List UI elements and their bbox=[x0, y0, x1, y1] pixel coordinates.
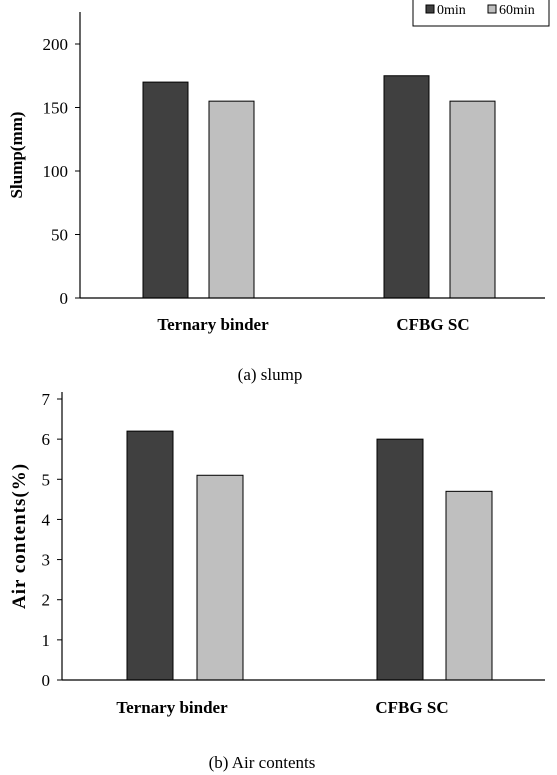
y-tick-label: 0 bbox=[60, 289, 69, 308]
y-axis-label: Slump(mm) bbox=[7, 112, 26, 199]
y-tick-label: 7 bbox=[42, 390, 51, 409]
chart-caption: (a) slump bbox=[238, 365, 303, 384]
bar-ternary-binder-s0 bbox=[126, 430, 174, 681]
y-tick-label: 1 bbox=[42, 631, 51, 650]
bar-ternary-binder-s1 bbox=[196, 474, 244, 681]
y-tick-label: 6 bbox=[42, 430, 51, 449]
category-label: CFBG SC bbox=[396, 315, 469, 334]
bar-ternary-binder-s1 bbox=[208, 100, 255, 299]
category-label: Ternary binder bbox=[157, 315, 269, 334]
legend-label: 60min bbox=[499, 3, 535, 18]
chart-caption: (b) Air contents bbox=[209, 753, 316, 772]
category-label: CFBG SC bbox=[375, 698, 448, 717]
bar-cfbg-sc-s1 bbox=[449, 100, 496, 299]
y-tick-label: 5 bbox=[42, 470, 51, 489]
legend-swatch bbox=[425, 4, 435, 14]
y-tick-label: 3 bbox=[42, 551, 51, 570]
bar-cfbg-sc-s0 bbox=[376, 438, 424, 681]
bar-cfbg-sc-s1 bbox=[445, 490, 493, 681]
legend-swatch bbox=[487, 4, 497, 14]
y-tick-label: 0 bbox=[42, 671, 51, 690]
y-tick-label: 100 bbox=[43, 162, 69, 181]
y-tick-label: 150 bbox=[43, 99, 69, 118]
y-tick-label: 200 bbox=[43, 35, 69, 54]
chart-a-slump: 0 50 100 150 200 Ternary binder CFBG SC Slump(m… bbox=[7, 0, 550, 384]
category-label: Ternary binder bbox=[116, 698, 228, 717]
bar-cfbg-sc-s0 bbox=[383, 75, 430, 299]
y-tick-label: 50 bbox=[51, 226, 68, 245]
y-tick-label: 2 bbox=[42, 591, 51, 610]
chart-b-air-contents: 0 1 2 3 4 5 6 7 Ternary binder CFBG SC Air content… bbox=[9, 390, 545, 772]
bar-ternary-binder-s0 bbox=[142, 81, 189, 299]
legend-label: 0min bbox=[437, 3, 466, 18]
legend: 0min 60min bbox=[412, 0, 550, 27]
y-axis-label: Air contents(%) bbox=[9, 463, 30, 609]
y-tick-label: 4 bbox=[42, 510, 51, 529]
